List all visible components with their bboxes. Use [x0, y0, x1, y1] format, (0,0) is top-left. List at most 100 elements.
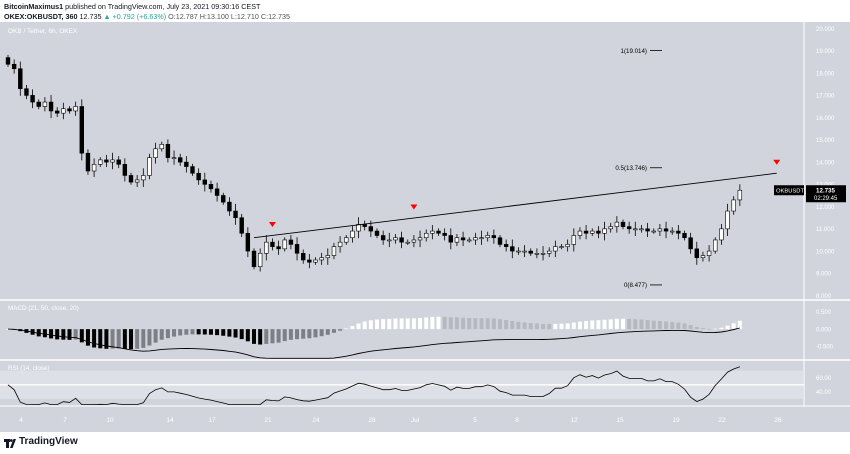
chart-area[interactable]: 8.0009.00010.00011.00012.00013.00014.000… — [0, 22, 850, 432]
macd-title-bg — [6, 303, 88, 312]
rsi-line — [7, 366, 741, 406]
macd-histogram-bar — [467, 318, 472, 330]
candle-body — [534, 252, 540, 255]
resistance-touch-marker — [773, 159, 781, 165]
macd-histogram-bar — [596, 320, 601, 330]
macd-histogram-bar — [584, 320, 589, 330]
candle-body — [325, 255, 330, 259]
macd-histogram-bar — [159, 329, 164, 340]
macd-histogram-bar — [61, 329, 66, 340]
candle-body — [153, 148, 158, 158]
candle-body — [227, 201, 232, 212]
candle-body — [596, 230, 601, 234]
chart-canvas[interactable]: 8.0009.00010.00011.00012.00013.00014.000… — [0, 22, 850, 432]
time-tick-label: 26 — [774, 417, 782, 424]
macd-histogram-bar — [344, 328, 349, 330]
candle-body — [448, 235, 453, 243]
candle-body — [510, 246, 515, 252]
candle-body — [178, 157, 183, 163]
macd-histogram-bar — [221, 329, 226, 336]
macd-histogram-bar — [55, 329, 60, 340]
candle-body — [559, 246, 564, 248]
candle-body — [159, 144, 164, 150]
candle-body — [516, 250, 521, 253]
macd-histogram-bar — [301, 329, 306, 339]
macd-histogram-bar — [621, 318, 625, 330]
macd-histogram-bar — [602, 319, 607, 330]
macd-histogram-bar — [153, 329, 158, 343]
macd-histogram-bar — [571, 322, 576, 330]
macd-histogram-bar — [381, 319, 386, 330]
macd-signal-line — [7, 327, 741, 359]
time-tick-label: 12 — [570, 417, 578, 424]
macd-histogram-bar — [737, 320, 742, 330]
candle-body — [134, 179, 140, 183]
candle-body — [602, 228, 607, 234]
candle-body — [380, 235, 386, 241]
macd-histogram-bar — [184, 329, 189, 335]
candle-body — [128, 175, 134, 183]
candle-body — [85, 152, 91, 172]
macd-histogram-bar — [368, 320, 373, 330]
author-name[interactable]: BitcoinMaximus1 — [4, 2, 64, 11]
candle-body — [104, 159, 109, 163]
candle-body — [651, 230, 656, 233]
candle-body — [639, 228, 644, 231]
fib-level-label: 1(19.014) — [621, 48, 648, 55]
macd-histogram-bar — [245, 329, 250, 342]
macd-histogram-bar — [387, 318, 392, 330]
candle-body — [190, 166, 195, 174]
macd-histogram-bar — [694, 326, 699, 330]
macd-histogram-bar — [577, 321, 582, 330]
macd-histogram-bar — [473, 318, 478, 330]
candle-body — [663, 228, 669, 232]
candle-body — [485, 235, 490, 239]
macd-histogram-bar — [725, 325, 730, 330]
candle-body — [454, 237, 460, 243]
macd-histogram-bar — [252, 329, 256, 344]
candle-body — [331, 246, 337, 256]
candle-body — [221, 195, 226, 203]
fib-level-label: 0(8.477) — [624, 282, 647, 289]
symbol-info: OKEX:OKBUSDT, 360 12.735 ▲ +0.792 (+6.63… — [4, 12, 290, 21]
macd-histogram-bar — [454, 317, 459, 330]
tradingview-logo[interactable]: TradingView — [4, 436, 78, 448]
macd-histogram-bar — [172, 329, 177, 337]
candle-body — [694, 248, 700, 259]
candle-body — [36, 101, 41, 107]
candle-body — [417, 237, 423, 241]
candle-body — [436, 230, 441, 234]
candle-body — [214, 188, 220, 196]
macd-histogram-bar — [547, 324, 552, 330]
candle-body — [503, 244, 509, 247]
candle-body — [737, 189, 743, 201]
time-tick-label: 19 — [672, 417, 680, 424]
macd-histogram-bar — [49, 329, 54, 339]
time-axis-background — [0, 406, 850, 432]
price-axis-background — [804, 22, 850, 406]
candle-body — [251, 250, 257, 267]
candle-body — [11, 63, 17, 70]
candle-body — [337, 241, 343, 247]
candle-body — [682, 232, 687, 239]
candle-body — [282, 239, 287, 250]
time-tick-label: Jul — [411, 417, 420, 424]
time-tick-label: 22 — [718, 417, 726, 424]
candle-body — [719, 228, 724, 241]
macd-histogram-bar — [307, 329, 312, 339]
candle-body — [565, 244, 570, 247]
ohlc-high: H:13.100 — [199, 12, 229, 21]
resistance-trendline — [253, 172, 777, 239]
time-tick-label: 5 — [473, 417, 477, 424]
macd-histogram-bar — [282, 329, 287, 342]
candle-body — [362, 224, 367, 227]
macd-histogram-bar — [707, 328, 712, 330]
macd-histogram-bar — [129, 329, 133, 350]
ohlc-open: O:12.787 — [168, 12, 198, 21]
candle-body — [141, 175, 146, 181]
macd-histogram-bar — [73, 329, 78, 340]
price-badge-value: 12.735 — [816, 188, 835, 195]
price-tick-label: 19.000 — [816, 49, 835, 55]
candle-body — [405, 241, 410, 244]
symbol-label[interactable]: OKEX:OKBUSDT, 360 — [4, 12, 78, 21]
